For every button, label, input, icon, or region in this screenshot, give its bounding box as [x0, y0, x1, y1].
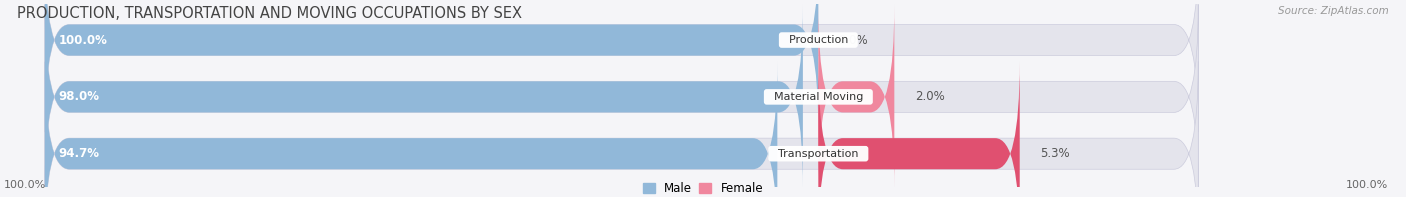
FancyBboxPatch shape — [45, 0, 1198, 132]
Legend: Male, Female: Male, Female — [643, 182, 763, 195]
Text: 5.3%: 5.3% — [1040, 147, 1070, 160]
Text: 100.0%: 100.0% — [4, 180, 46, 190]
Text: Source: ZipAtlas.com: Source: ZipAtlas.com — [1278, 6, 1389, 16]
FancyBboxPatch shape — [45, 62, 778, 197]
Text: 0.0%: 0.0% — [839, 33, 869, 46]
Text: PRODUCTION, TRANSPORTATION AND MOVING OCCUPATIONS BY SEX: PRODUCTION, TRANSPORTATION AND MOVING OC… — [17, 6, 522, 21]
FancyBboxPatch shape — [818, 5, 894, 189]
Text: 94.7%: 94.7% — [59, 147, 100, 160]
Text: 100.0%: 100.0% — [1346, 180, 1388, 190]
Text: Production: Production — [782, 35, 855, 45]
Text: Transportation: Transportation — [770, 149, 866, 159]
FancyBboxPatch shape — [45, 5, 1198, 189]
Text: Material Moving: Material Moving — [766, 92, 870, 102]
FancyBboxPatch shape — [45, 0, 818, 132]
Text: 2.0%: 2.0% — [915, 90, 945, 103]
Text: 100.0%: 100.0% — [59, 33, 107, 46]
FancyBboxPatch shape — [45, 62, 1198, 197]
FancyBboxPatch shape — [818, 62, 1019, 197]
FancyBboxPatch shape — [45, 5, 803, 189]
Text: 98.0%: 98.0% — [59, 90, 100, 103]
